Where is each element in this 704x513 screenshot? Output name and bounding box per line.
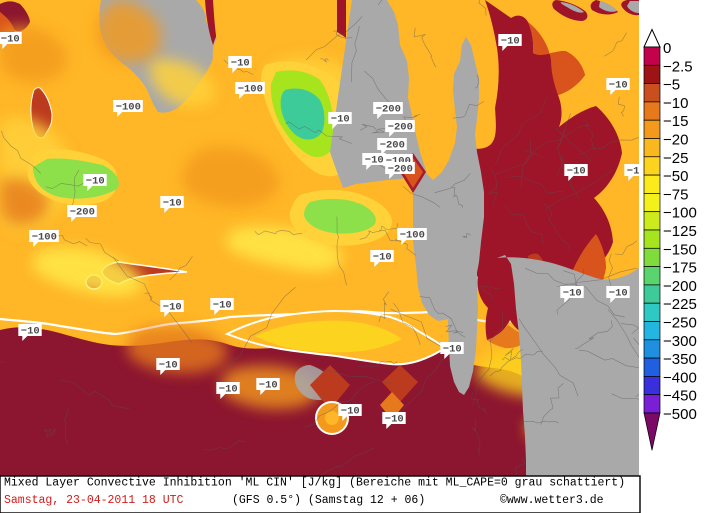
svg-text:−100: −100 bbox=[663, 205, 697, 222]
svg-text:−10: −10 bbox=[567, 165, 586, 177]
svg-text:−2.5: −2.5 bbox=[663, 58, 693, 75]
svg-text:−175: −175 bbox=[663, 260, 697, 277]
svg-text:−10: −10 bbox=[501, 35, 520, 47]
svg-text:−10: −10 bbox=[163, 197, 182, 209]
svg-text:−10: −10 bbox=[163, 301, 182, 313]
svg-text:−350: −350 bbox=[663, 351, 697, 368]
svg-text:−10: −10 bbox=[259, 379, 278, 391]
svg-text:−400: −400 bbox=[663, 369, 697, 386]
svg-text:−10: −10 bbox=[1, 33, 20, 45]
svg-text:−250: −250 bbox=[663, 315, 697, 332]
svg-text:−200: −200 bbox=[70, 206, 95, 218]
svg-text:−100: −100 bbox=[400, 229, 425, 241]
svg-text:−10: −10 bbox=[609, 79, 628, 91]
svg-text:−10: −10 bbox=[385, 413, 404, 425]
svg-text:−300: −300 bbox=[663, 333, 697, 350]
svg-text:−10: −10 bbox=[365, 154, 384, 166]
svg-text:Samstag, 23-04-2011 18 UTC: Samstag, 23-04-2011 18 UTC bbox=[4, 494, 184, 507]
svg-text:−200: −200 bbox=[663, 278, 697, 295]
svg-text:−10: −10 bbox=[21, 325, 40, 337]
svg-text:−10: −10 bbox=[159, 359, 178, 371]
svg-text:−10: −10 bbox=[86, 175, 105, 187]
svg-text:−100: −100 bbox=[32, 231, 57, 243]
svg-text:−10: −10 bbox=[231, 57, 250, 69]
svg-text:(GFS 0.5°) (Samstag 12 + 06): (GFS 0.5°) (Samstag 12 + 06) bbox=[232, 494, 425, 507]
svg-text:−200: −200 bbox=[376, 103, 401, 115]
svg-text:−200: −200 bbox=[380, 139, 405, 151]
svg-text:−225: −225 bbox=[663, 296, 697, 313]
svg-text:−5: −5 bbox=[663, 77, 680, 94]
svg-text:©www.wetter3.de: ©www.wetter3.de bbox=[500, 494, 604, 507]
svg-text:−150: −150 bbox=[663, 241, 697, 258]
svg-text:−500: −500 bbox=[663, 406, 697, 423]
svg-text:−10: −10 bbox=[443, 343, 462, 355]
svg-text:−20: −20 bbox=[663, 132, 688, 149]
svg-text:−100: −100 bbox=[238, 83, 263, 95]
svg-text:0: 0 bbox=[663, 40, 671, 57]
svg-text:−15: −15 bbox=[663, 113, 688, 130]
svg-text:−75: −75 bbox=[663, 186, 688, 203]
svg-text:−200: −200 bbox=[388, 163, 413, 175]
svg-text:−10: −10 bbox=[609, 287, 628, 299]
svg-text:−450: −450 bbox=[663, 388, 697, 405]
svg-text:−200: −200 bbox=[388, 121, 413, 133]
svg-text:−10: −10 bbox=[663, 95, 688, 112]
svg-text:−10: −10 bbox=[563, 287, 582, 299]
svg-text:−25: −25 bbox=[663, 150, 688, 167]
svg-text:−100: −100 bbox=[116, 101, 141, 113]
svg-text:−10: −10 bbox=[373, 251, 392, 263]
svg-text:−10: −10 bbox=[213, 299, 232, 311]
svg-text:−10: −10 bbox=[219, 383, 238, 395]
svg-text:Mixed Layer Convective Inhibit: Mixed Layer Convective Inhibition 'ML CI… bbox=[4, 477, 625, 490]
svg-text:−10: −10 bbox=[331, 113, 350, 125]
svg-text:−10: −10 bbox=[341, 405, 360, 417]
svg-text:−125: −125 bbox=[663, 223, 697, 240]
svg-text:−50: −50 bbox=[663, 168, 688, 185]
